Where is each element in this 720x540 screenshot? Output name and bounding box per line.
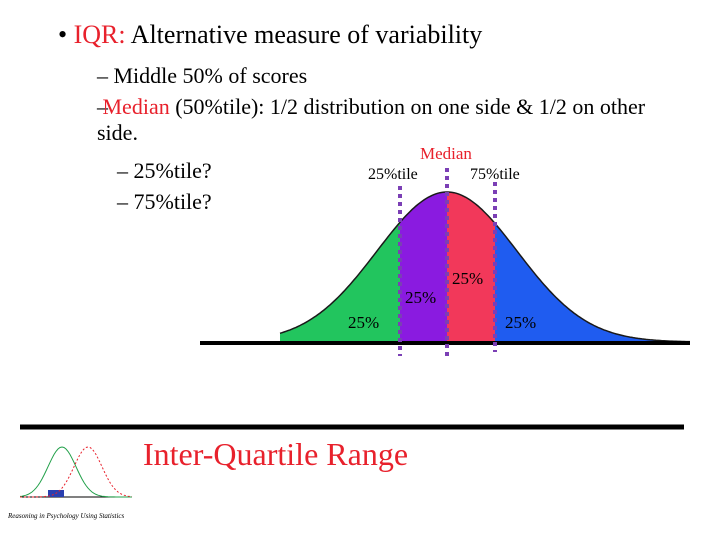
curve-region — [400, 192, 447, 342]
bullet-highlight: IQR: — [73, 20, 126, 49]
sub-item: – Middle 50% of scores — [97, 63, 307, 89]
sub-text: Middle 50% of scores — [108, 63, 308, 88]
region-label: 25% — [405, 288, 436, 307]
curve-region — [280, 222, 400, 342]
footer-caption: Reasoning in Psychology Using Statistics — [7, 512, 125, 520]
bell-curve — [279, 191, 690, 343]
sub-highlight: Median — [97, 94, 170, 119]
sub-text: (50%tile): 1/2 distribution on one side … — [97, 94, 646, 145]
q1-label: 25%tile — [368, 166, 418, 183]
median-label: Median — [420, 144, 472, 163]
bullet-text: Alternative measure of variability — [125, 20, 483, 49]
thumb-curve — [20, 446, 133, 498]
curve-outline — [279, 191, 690, 343]
sub-item: – Median (50%tile): 1/2 distribution on … — [97, 94, 646, 145]
curve-region — [447, 192, 495, 342]
sub-item: – 25%tile? — [117, 158, 212, 184]
sub-item: – 75%tile? — [117, 189, 212, 215]
thumb-curve — [19, 446, 132, 498]
bullet-marker: • — [58, 20, 68, 49]
footer-title: Inter-Quartile Range — [143, 436, 408, 472]
sub-marker: – — [117, 158, 128, 183]
sub-marker: – — [117, 189, 128, 214]
main-bullet: • IQR: Alternative measure of variabilit… — [58, 20, 482, 50]
region-label: 25% — [348, 313, 379, 332]
curve-region — [495, 223, 690, 342]
region-label: 25% — [505, 313, 536, 332]
sub-text: 75%tile? — [128, 189, 212, 214]
sub-marker: – — [97, 63, 108, 88]
thumbnail — [19, 446, 133, 498]
sub-text: 25%tile? — [128, 158, 212, 183]
q3-label: 75%tile — [470, 166, 520, 183]
region-label: 25% — [452, 269, 483, 288]
